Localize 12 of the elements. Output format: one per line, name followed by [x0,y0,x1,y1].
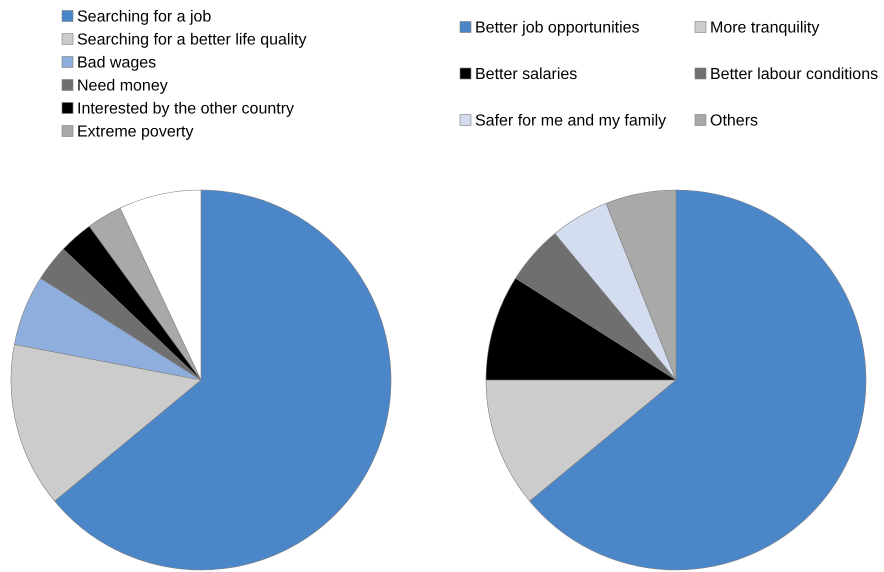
legend-label: Bad wages [77,54,156,72]
legend-label: Better job opportunities [475,20,640,37]
legend-label: More tranquility [710,20,820,37]
legend-label: Interested by the other country [77,100,294,118]
legend-label: Searching for a job [77,8,212,26]
legend-label: Safer for me and my family [475,112,666,130]
legend-label: Others [710,112,758,130]
legend-label: Need money [77,78,168,95]
legend-label: Better labour conditions [710,66,878,84]
legend-label: Extreme poverty [77,124,194,141]
legend-label: Searching for a better life quality [77,32,306,49]
legend-label: Better salaries [475,66,578,84]
